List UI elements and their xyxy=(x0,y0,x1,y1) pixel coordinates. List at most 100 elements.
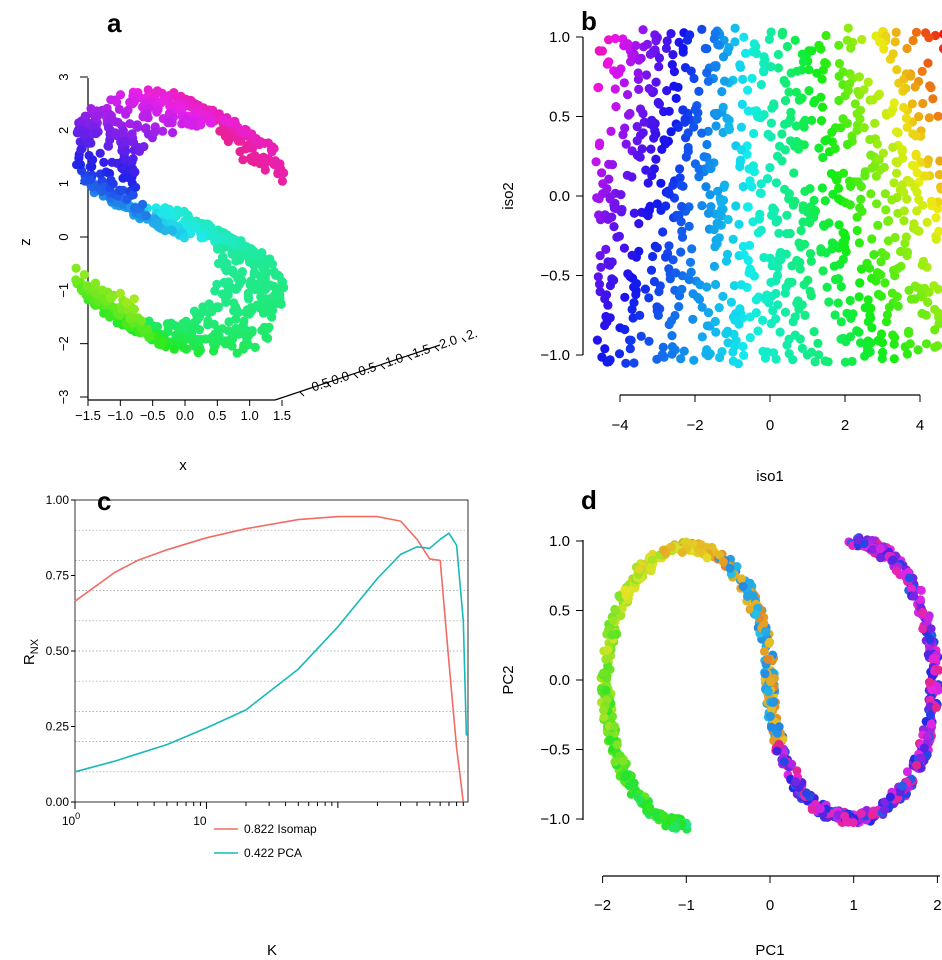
data-point xyxy=(806,256,816,266)
data-point xyxy=(703,351,713,361)
data-point xyxy=(276,298,286,309)
data-point xyxy=(925,702,935,712)
data-point xyxy=(892,292,902,302)
data-point xyxy=(661,201,671,211)
data-point xyxy=(805,249,816,259)
data-point xyxy=(670,820,680,830)
data-point xyxy=(711,121,721,131)
data-point xyxy=(841,247,851,257)
data-point xyxy=(633,68,643,78)
data-point xyxy=(737,99,747,109)
data-point xyxy=(865,134,875,145)
x-tick-label: 0 xyxy=(766,897,774,914)
data-point xyxy=(712,108,722,118)
data-point xyxy=(605,192,615,202)
data-point xyxy=(834,58,845,69)
data-point xyxy=(806,291,816,301)
data-point xyxy=(798,57,809,67)
data-point xyxy=(888,49,898,59)
data-point xyxy=(637,144,647,154)
data-point xyxy=(826,169,837,179)
data-point xyxy=(85,175,95,185)
data-point xyxy=(809,195,819,205)
data-point xyxy=(773,63,784,73)
z-tick-label: −2 xyxy=(56,336,71,351)
data-point xyxy=(277,176,287,186)
data-point xyxy=(798,217,808,227)
data-point xyxy=(924,677,934,687)
data-point xyxy=(730,37,740,47)
data-point xyxy=(882,310,893,320)
data-point xyxy=(804,65,814,75)
data-point xyxy=(857,34,867,45)
data-point xyxy=(227,341,237,351)
data-point xyxy=(601,244,611,254)
data-point xyxy=(667,349,677,359)
data-point xyxy=(652,199,662,209)
data-point xyxy=(836,334,846,344)
data-point xyxy=(880,805,889,815)
data-point xyxy=(692,114,702,124)
data-point xyxy=(925,695,935,705)
data-point xyxy=(910,183,920,193)
data-point xyxy=(918,98,928,109)
data-point xyxy=(194,325,205,335)
data-point xyxy=(723,214,733,225)
data-point xyxy=(892,127,902,137)
data-point xyxy=(744,268,754,278)
data-point xyxy=(848,818,858,828)
data-point xyxy=(275,159,285,169)
data-point xyxy=(610,721,620,731)
data-point xyxy=(620,292,630,302)
data-point xyxy=(880,278,890,288)
data-point xyxy=(728,234,738,244)
data-point xyxy=(792,66,802,76)
data-point xyxy=(927,685,937,695)
data-point xyxy=(694,164,704,174)
data-point xyxy=(881,31,891,41)
data-point xyxy=(830,310,840,320)
data-point xyxy=(890,271,900,281)
data-point xyxy=(820,58,830,68)
series-line-isomap xyxy=(74,515,465,803)
data-point xyxy=(836,282,846,292)
data-point xyxy=(735,161,745,172)
data-point xyxy=(90,282,100,292)
z-tick-label: 2 xyxy=(56,127,71,134)
data-point xyxy=(690,104,700,115)
data-point xyxy=(872,268,883,278)
data-point xyxy=(703,308,714,318)
data-point xyxy=(842,35,852,45)
data-point xyxy=(594,210,604,220)
data-point xyxy=(657,144,667,154)
data-point xyxy=(916,753,926,763)
data-point xyxy=(247,129,257,139)
data-point xyxy=(738,241,748,252)
data-point xyxy=(904,573,914,583)
data-point xyxy=(852,212,862,222)
data-point xyxy=(853,177,863,187)
data-point xyxy=(658,342,668,352)
data-point xyxy=(838,254,848,264)
data-point xyxy=(818,220,829,230)
data-point xyxy=(842,118,852,128)
data-point xyxy=(718,557,728,567)
data-point xyxy=(771,178,782,188)
data-point xyxy=(904,328,914,338)
x-tick-label: 1 xyxy=(850,897,858,914)
panel-c-letter: c xyxy=(97,486,111,516)
data-point xyxy=(875,544,885,554)
data-point xyxy=(799,118,809,128)
y-tick-label: 0.00 xyxy=(46,795,70,809)
data-point xyxy=(930,325,940,335)
data-point xyxy=(866,150,876,160)
data-point xyxy=(805,184,815,194)
data-point xyxy=(716,197,726,207)
data-point xyxy=(769,101,779,111)
data-point xyxy=(610,757,620,767)
data-point xyxy=(152,218,163,228)
data-point xyxy=(855,203,865,213)
data-point xyxy=(856,809,866,819)
data-point xyxy=(602,59,613,69)
data-point xyxy=(651,808,661,818)
